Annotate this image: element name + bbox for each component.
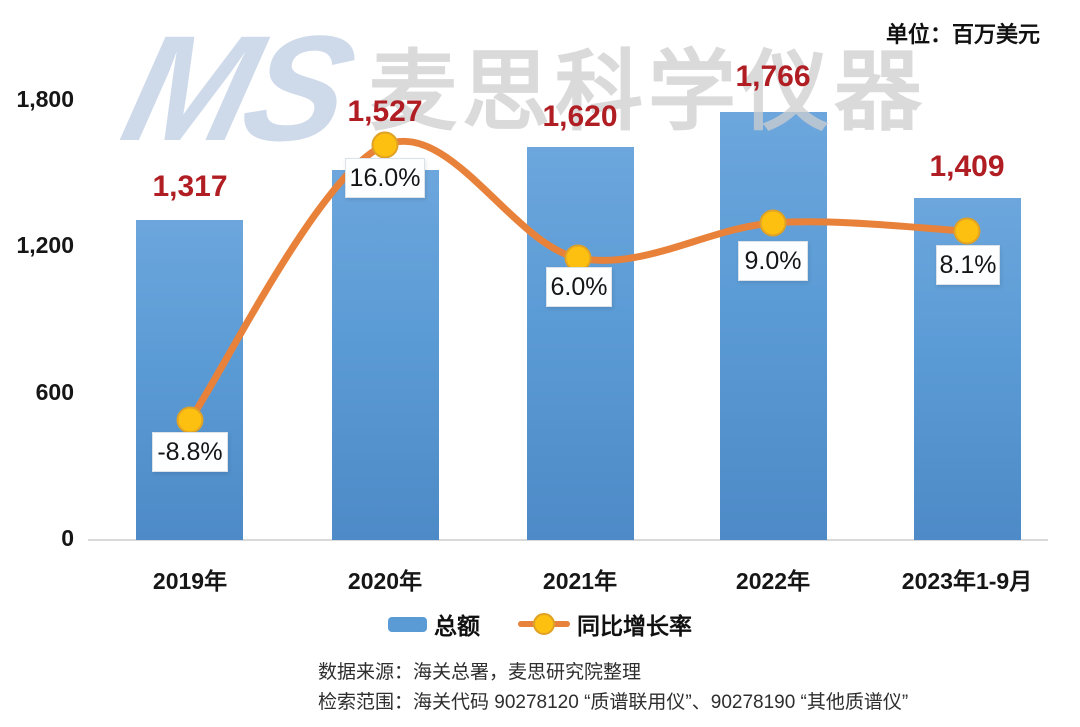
footer-scope-line: 检索范围：海关代码 90278120 “质谱联用仪”、90278190 “其他质…	[318, 692, 909, 713]
growth-marker-2023	[953, 217, 981, 245]
footer-source-line: 数据来源：海关总署，麦思研究院整理	[318, 662, 642, 683]
growth-label-2019: -8.8%	[152, 432, 228, 472]
unit-label: 单位：百万美元	[885, 22, 1040, 47]
legend-bar-swatch	[388, 616, 427, 632]
x-axis-label-2019: 2019年	[152, 568, 228, 594]
growth-marker-2019	[176, 406, 204, 434]
legend-line-marker	[518, 611, 570, 637]
growth-label-2020: 16.0%	[345, 158, 425, 198]
legend-marker-dot-icon	[533, 613, 555, 635]
x-axis-label-2020: 2020年	[347, 568, 423, 594]
bar-2021	[527, 147, 634, 540]
growth-label-2022: 9.0%	[738, 241, 808, 281]
growth-label-2023: 8.1%	[936, 245, 1000, 285]
bar-value-label-2022: 1,766	[735, 60, 811, 93]
growth-line	[186, 137, 971, 424]
legend: 总额 同比增长率	[0, 607, 1080, 641]
x-axis-line	[88, 539, 1048, 541]
x-axis-label-2023: 2023年1-9月	[901, 568, 1033, 594]
legend-growth-label: 同比增长率	[577, 613, 692, 639]
growth-marker-2020	[371, 131, 399, 159]
y-axis-tick-0: 0	[61, 525, 74, 551]
legend-item-growth: 同比增长率	[518, 607, 692, 641]
bar-value-label-2019: 1,317	[152, 170, 228, 203]
y-axis-tick-600: 600	[35, 379, 74, 405]
bar-value-label-2023: 1,409	[929, 150, 1005, 183]
bar-2022	[720, 112, 827, 540]
footer: 数据来源：海关总署，麦思研究院整理 检索范围：海关代码 90278120 “质谱…	[318, 658, 908, 718]
bar-2020	[332, 170, 439, 540]
x-axis-label-2022: 2022年	[735, 568, 811, 594]
bar-value-label-2020: 1,527	[347, 95, 423, 128]
bar-value-label-2021: 1,620	[542, 100, 618, 133]
y-axis-tick-1800: 1,800	[16, 86, 74, 112]
bar-2019	[136, 220, 243, 540]
growth-marker-2022	[759, 209, 787, 237]
y-axis-tick-1200: 1,200	[16, 232, 74, 258]
growth-label-2021: 6.0%	[546, 267, 612, 307]
x-axis-label-2021: 2021年	[542, 568, 618, 594]
legend-item-total: 总额	[388, 607, 480, 641]
legend-total-label: 总额	[434, 613, 480, 639]
